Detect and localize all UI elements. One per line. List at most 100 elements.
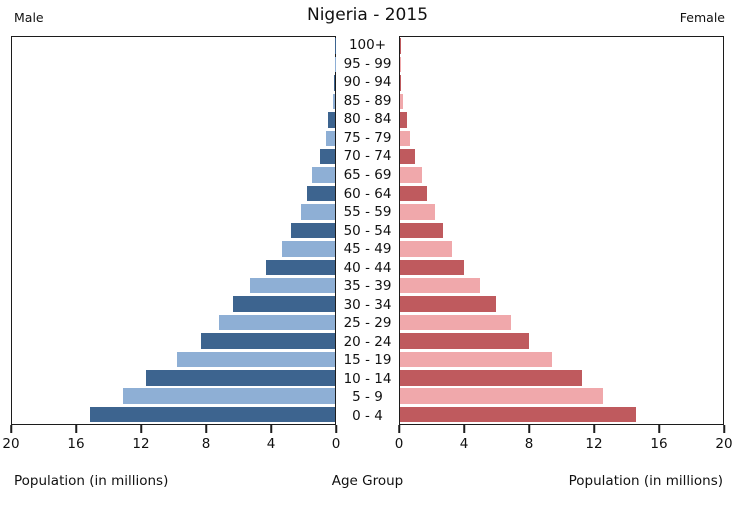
pyramid-row-male <box>12 369 335 387</box>
x-axis-tick-label: 16 <box>650 436 668 452</box>
age-group-label: 25 - 29 <box>343 315 392 332</box>
age-group-label: 20 - 24 <box>343 333 392 350</box>
pyramid-row-female <box>400 276 723 294</box>
pyramid-bar-male <box>218 314 335 331</box>
pyramid-row-male <box>12 92 335 110</box>
age-group-axis-labels: 100+ 95 - 99 90 - 94 85 - 89 80 - 84 75 - 79 7… <box>336 36 399 425</box>
x-axis-tick-label: 4 <box>459 436 469 452</box>
age-group-label: 55 - 59 <box>343 204 392 221</box>
x-axis-tick-mark <box>75 425 77 433</box>
pyramid-bar-male <box>306 185 335 202</box>
pyramid-bar-male <box>200 333 335 349</box>
pyramid-row-female <box>400 55 723 73</box>
x-axis-tick-label: 20 <box>715 436 733 452</box>
pyramid-row-female <box>400 332 723 350</box>
pyramid-row-male <box>12 184 335 202</box>
female-side-header: Female <box>679 10 725 25</box>
pyramid-row-female <box>400 221 723 239</box>
pyramid-row-male <box>12 221 335 239</box>
male-side-header: Male <box>14 10 44 25</box>
pyramid-row-female <box>400 240 723 258</box>
age-group-label: 0 - 4 <box>352 407 383 424</box>
pyramid-bar-male <box>233 296 335 312</box>
x-axis-tick-mark <box>463 425 465 433</box>
pyramid-row-male <box>12 240 335 258</box>
age-group-label: 45 - 49 <box>343 241 392 258</box>
pyramid-bar-female <box>400 93 404 110</box>
pyramid-row-male <box>12 111 335 129</box>
pyramid-bar-female <box>400 314 512 331</box>
age-group-label: 60 - 64 <box>343 185 392 202</box>
pyramid-row-male <box>12 405 335 423</box>
pyramid-row-male <box>12 276 335 294</box>
pyramid-bar-female <box>400 204 436 220</box>
pyramid-bar-male <box>325 130 335 147</box>
x-axis-tick-mark <box>593 425 595 433</box>
pyramid-bar-female <box>400 112 408 128</box>
pyramid-row-female <box>400 166 723 184</box>
pyramid-row-female <box>400 350 723 368</box>
pyramid-row-female <box>400 369 723 387</box>
male-x-axis-tick-labels: 20 16 12 8 4 0 <box>2 436 340 452</box>
age-group-label: 75 - 79 <box>343 129 392 146</box>
pyramid-row-male <box>12 129 335 147</box>
age-group-label: 80 - 84 <box>343 111 392 128</box>
x-axis-tick-label: 4 <box>266 436 276 452</box>
pyramid-bar-male <box>89 406 335 423</box>
pyramid-bar-male <box>320 148 335 165</box>
chart-title: Nigeria - 2015 <box>306 5 429 25</box>
female-x-axis-ticks <box>398 425 725 434</box>
pyramid-bar-female <box>400 167 422 183</box>
x-axis-tick-mark <box>140 425 142 433</box>
pyramid-bar-female <box>400 259 464 276</box>
center-axis-title: Age Group <box>331 473 404 489</box>
female-x-axis-tick-labels: 0 4 8 12 16 20 <box>395 436 733 452</box>
x-axis-tick-mark <box>528 425 530 433</box>
female-plot-panel <box>399 36 724 425</box>
x-axis-tick-label: 8 <box>201 436 211 452</box>
pyramid-row-male <box>12 166 335 184</box>
age-group-label: 15 - 19 <box>343 352 392 369</box>
pyramid-row-male <box>12 350 335 368</box>
male-bars-column <box>12 37 335 424</box>
pyramid-row-male <box>12 148 335 166</box>
pyramid-bar-female <box>400 406 636 423</box>
x-axis-tick-mark <box>10 425 12 433</box>
pyramid-row-female <box>400 184 723 202</box>
pyramid-bar-male <box>334 75 335 91</box>
pyramid-bar-female <box>400 388 604 404</box>
pyramid-bar-female <box>400 222 444 239</box>
x-axis-tick-label: 0 <box>394 436 404 452</box>
x-axis-tick-label: 16 <box>67 436 85 452</box>
x-axis-tick-mark <box>270 425 272 433</box>
age-group-label: 65 - 69 <box>343 166 392 183</box>
pyramid-bar-female <box>400 351 552 368</box>
pyramid-bar-male <box>281 241 335 257</box>
pyramid-row-female <box>400 92 723 110</box>
pyramid-row-male <box>12 258 335 276</box>
x-axis-tick-mark <box>335 425 337 433</box>
male-x-axis-ticks <box>10 425 337 434</box>
pyramid-row-female <box>400 295 723 313</box>
pyramid-row-male <box>12 55 335 73</box>
age-group-label: 30 - 34 <box>343 296 392 313</box>
male-plot-panel <box>11 36 336 425</box>
pyramid-bar-male <box>301 204 335 220</box>
age-group-label: 100+ <box>348 37 387 54</box>
pyramid-bar-male <box>332 93 335 110</box>
pyramid-bar-female <box>400 241 452 257</box>
pyramid-row-male <box>12 313 335 331</box>
pyramid-row-female <box>400 129 723 147</box>
x-axis-tick-label: 8 <box>524 436 534 452</box>
pyramid-bar-female <box>400 185 428 202</box>
pyramid-row-female <box>400 313 723 331</box>
pyramid-bar-female <box>400 370 583 386</box>
x-axis-tick-label: 12 <box>585 436 603 452</box>
pyramid-bar-female <box>400 296 497 312</box>
age-group-label: 95 - 99 <box>343 55 392 72</box>
female-axis-title: Population (in millions) <box>568 473 723 489</box>
pyramid-bar-male <box>176 351 335 368</box>
x-axis-tick-label: 12 <box>132 436 150 452</box>
pyramid-row-female <box>400 74 723 92</box>
